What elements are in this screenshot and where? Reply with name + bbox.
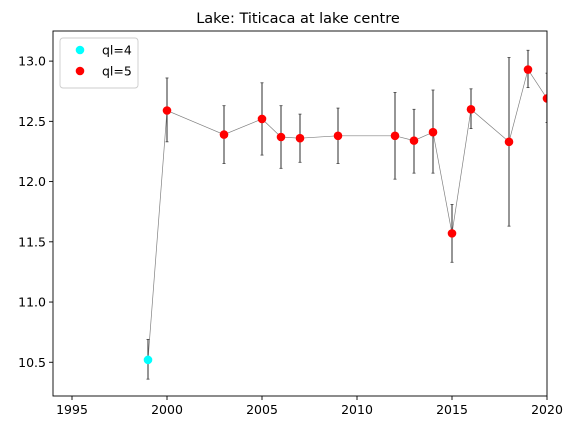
data-point xyxy=(162,106,172,115)
x-tick-label: 2000 xyxy=(151,402,183,417)
data-point xyxy=(428,127,438,137)
data-point xyxy=(333,131,343,141)
plot-area-frame xyxy=(52,30,548,397)
connect-line-layer xyxy=(147,68,547,360)
y-tick-label: 10.5 xyxy=(18,355,46,370)
x-tick-label: 2010 xyxy=(341,402,373,417)
legend-marker xyxy=(75,66,85,76)
data-point xyxy=(143,355,153,365)
legend-label: ql=4 xyxy=(102,43,132,58)
y-tick-label: 11.0 xyxy=(18,295,46,310)
data-point xyxy=(276,132,286,142)
data-point xyxy=(257,114,267,124)
y-tick-label: 11.5 xyxy=(18,234,46,249)
legend: ql=4 ql=5 xyxy=(59,37,139,89)
data-point xyxy=(447,229,457,238)
series-connect-line xyxy=(147,68,547,360)
x-tick-label: 2005 xyxy=(246,402,278,417)
data-point xyxy=(295,133,305,143)
data-point xyxy=(219,130,229,139)
x-axis: 1995 2000 2005 2010 2015 2020 xyxy=(56,396,563,417)
data-point xyxy=(504,137,514,147)
y-tick-label: 13.0 xyxy=(18,54,46,69)
chart-title: Lake: Titicaca at lake centre xyxy=(196,11,400,27)
data-point xyxy=(466,105,476,114)
x-tick-label: 1995 xyxy=(56,402,88,417)
data-point xyxy=(542,94,547,103)
data-point xyxy=(390,131,400,141)
y-tick-label: 12.0 xyxy=(18,174,46,189)
x-tick-label: 2020 xyxy=(531,402,563,417)
x-tick-label: 2015 xyxy=(436,402,468,417)
legend-marker xyxy=(75,45,85,55)
data-point xyxy=(409,136,419,145)
legend-label: ql=5 xyxy=(102,64,132,79)
y-tick-label: 12.5 xyxy=(18,114,46,129)
errorbar-layer xyxy=(146,49,547,380)
data-point xyxy=(523,65,533,74)
y-axis: 10.5 11.0 11.5 12.0 12.5 13.0 xyxy=(18,54,53,370)
point-layer xyxy=(143,65,547,365)
